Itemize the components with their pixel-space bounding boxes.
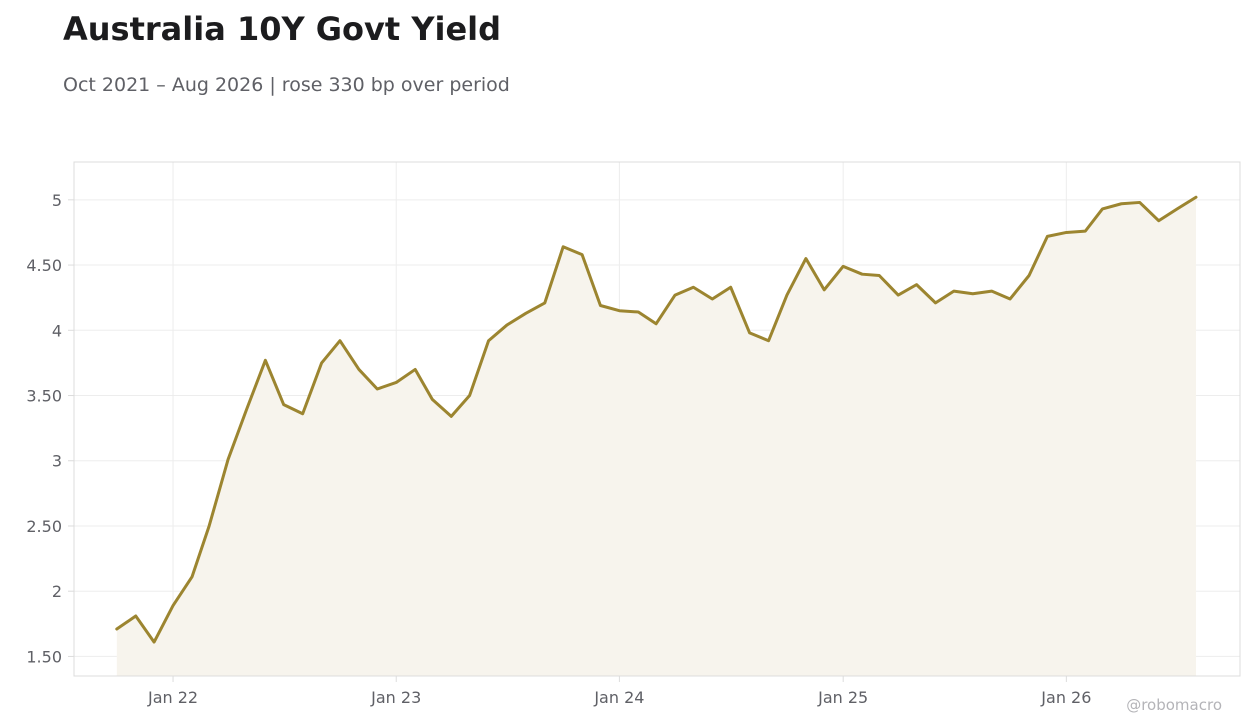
data-point — [524, 311, 528, 315]
data-point — [468, 394, 472, 398]
data-point — [263, 358, 267, 362]
data-point — [207, 524, 211, 528]
data-point — [1119, 202, 1123, 206]
data-point — [1008, 297, 1012, 301]
data-point — [952, 289, 956, 293]
credit-label: @robomacro — [1126, 696, 1222, 714]
data-point — [1100, 207, 1104, 211]
data-point — [896, 293, 900, 297]
data-point — [636, 310, 640, 314]
data-point — [413, 367, 417, 371]
data-point — [282, 403, 286, 407]
data-point — [152, 640, 156, 644]
data-point — [301, 412, 305, 416]
x-tick-label: Jan 22 — [147, 688, 198, 707]
data-point — [654, 322, 658, 326]
data-point — [505, 323, 509, 327]
data-point — [449, 414, 453, 418]
y-tick-label: 3.50 — [26, 387, 62, 406]
data-point — [1045, 234, 1049, 238]
data-point — [1083, 229, 1087, 233]
data-point — [990, 289, 994, 293]
data-point — [375, 387, 379, 391]
data-point — [394, 380, 398, 384]
x-tick-label: Jan 24 — [593, 688, 644, 707]
data-point — [767, 339, 771, 343]
series-line — [115, 195, 1198, 644]
data-point — [785, 293, 789, 297]
data-point — [1175, 207, 1179, 211]
data-point — [320, 361, 324, 365]
data-point — [487, 339, 491, 343]
data-point — [1027, 274, 1031, 278]
x-tick-label: Jan 26 — [1040, 688, 1091, 707]
y-tick-label: 2.50 — [26, 517, 62, 536]
data-point — [1194, 195, 1198, 199]
y-tick-label: 3 — [52, 452, 62, 471]
data-point — [971, 292, 975, 296]
data-point — [598, 304, 602, 308]
chart-title: Australia 10Y Govt Yield — [63, 10, 502, 48]
x-tick-label: Jan 25 — [817, 688, 868, 707]
data-point — [804, 257, 808, 261]
plot-frame — [73, 161, 1241, 677]
data-point — [190, 575, 194, 579]
data-point — [357, 367, 361, 371]
y-tick-label: 4 — [52, 321, 62, 340]
data-point — [543, 301, 547, 305]
data-point — [244, 408, 248, 412]
chart-subtitle: Oct 2021 – Aug 2026 | rose 330 bp over p… — [63, 74, 510, 96]
data-point — [691, 285, 695, 289]
x-tick-label: Jan 23 — [370, 688, 421, 707]
data-point — [1138, 200, 1142, 204]
y-tick-label: 5 — [52, 191, 62, 210]
y-axis-ticks: 1.50 2 2.50 3 3.50 4 4.50 5 — [26, 191, 74, 666]
y-tick-label: 4.50 — [26, 256, 62, 275]
data-point — [171, 604, 175, 608]
data-point — [115, 627, 119, 631]
data-point — [934, 301, 938, 305]
y-tick-label: 2 — [52, 582, 62, 601]
data-point — [748, 331, 752, 335]
data-point — [1157, 219, 1161, 223]
data-point — [915, 283, 919, 287]
data-point — [1064, 230, 1068, 234]
data-point — [877, 274, 881, 278]
data-point — [617, 309, 621, 313]
data-point — [134, 614, 138, 618]
data-point — [673, 293, 677, 297]
x-axis-ticks: Jan 22 Jan 23 Jan 24 Jan 25 Jan 26 — [147, 676, 1091, 707]
data-point — [561, 245, 565, 249]
data-point — [338, 339, 342, 343]
data-point — [580, 253, 584, 257]
data-point — [430, 397, 434, 401]
area-fill — [116, 197, 1196, 676]
data-point — [860, 272, 864, 276]
data-point — [710, 297, 714, 301]
y-tick-label: 1.50 — [26, 647, 62, 666]
data-point — [841, 264, 845, 268]
data-point — [226, 457, 230, 461]
data-point — [729, 285, 733, 289]
data-point — [822, 288, 826, 292]
